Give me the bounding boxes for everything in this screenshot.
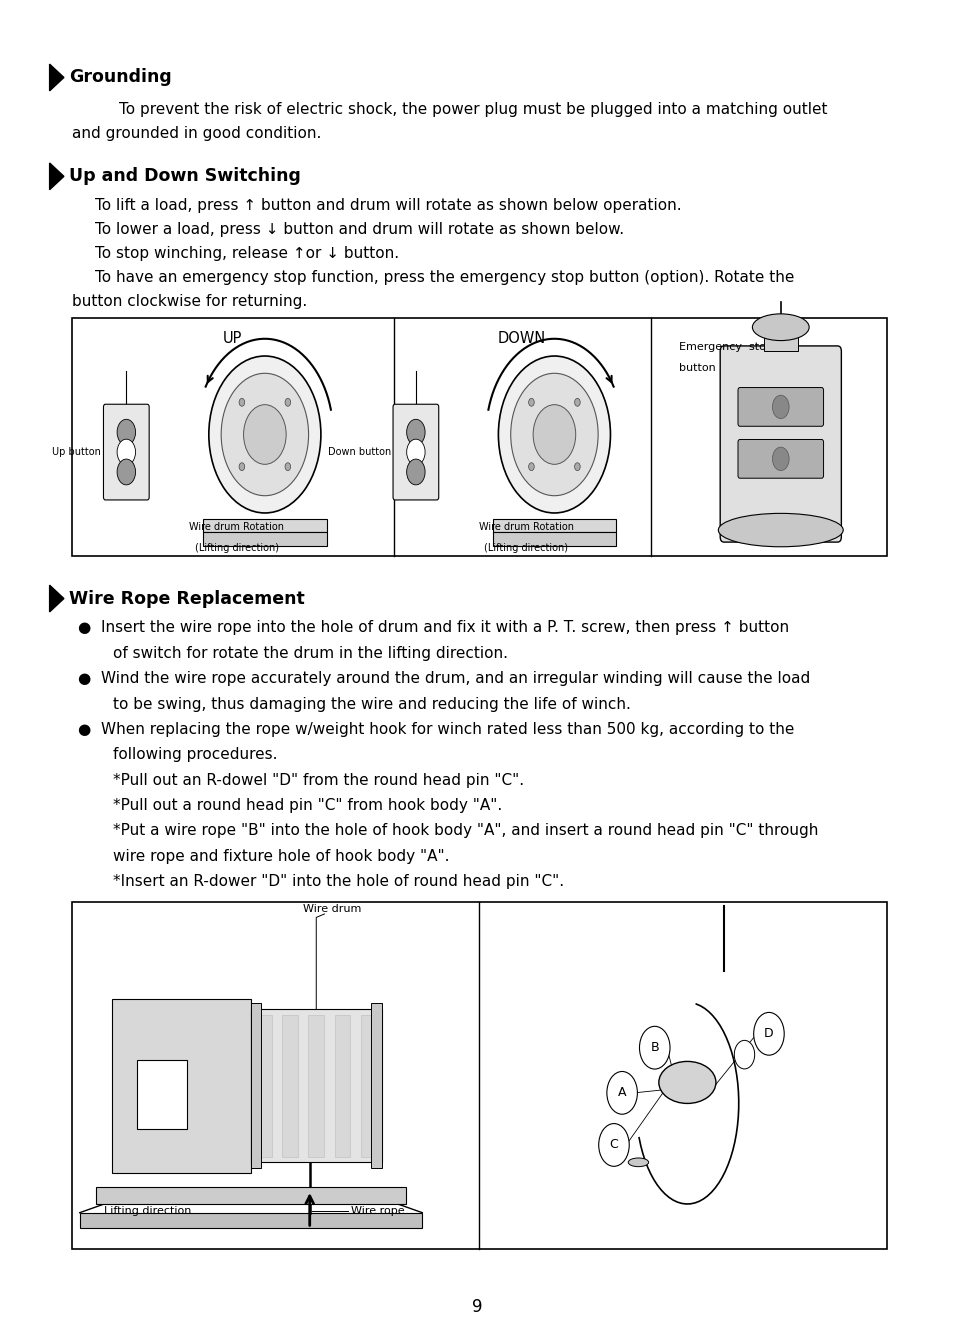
Text: button clockwise for returning.: button clockwise for returning. xyxy=(71,294,307,310)
Circle shape xyxy=(117,440,135,465)
Bar xyxy=(493,532,616,546)
FancyBboxPatch shape xyxy=(738,440,822,478)
Ellipse shape xyxy=(628,1158,648,1166)
Circle shape xyxy=(533,405,575,465)
Text: C: C xyxy=(609,1138,618,1152)
FancyBboxPatch shape xyxy=(720,346,841,542)
Circle shape xyxy=(753,1013,783,1055)
Text: Down button: Down button xyxy=(327,448,391,457)
Bar xyxy=(251,1003,261,1169)
Text: *Put a wire rope "B" into the hole of hook body "A", and insert a round head pin: *Put a wire rope "B" into the hole of ho… xyxy=(112,823,817,839)
Text: Wire drum Rotation: Wire drum Rotation xyxy=(478,522,574,532)
Circle shape xyxy=(117,460,135,485)
Circle shape xyxy=(285,398,291,406)
FancyBboxPatch shape xyxy=(393,405,438,500)
Text: To have an emergency stop function, press the emergency stop button (option). Ro: To have an emergency stop function, pres… xyxy=(95,270,794,286)
Text: *Insert an R-dower "D" into the hole of round head pin "C".: *Insert an R-dower "D" into the hole of … xyxy=(112,874,563,890)
FancyBboxPatch shape xyxy=(738,387,822,426)
Circle shape xyxy=(285,462,291,470)
Circle shape xyxy=(209,355,320,513)
Circle shape xyxy=(406,420,425,445)
Text: 9: 9 xyxy=(471,1297,482,1316)
Text: button: button xyxy=(679,363,715,373)
Circle shape xyxy=(243,405,286,465)
Circle shape xyxy=(772,448,788,470)
Bar xyxy=(112,999,251,1173)
Polygon shape xyxy=(50,163,64,190)
Circle shape xyxy=(406,460,425,485)
Text: B: B xyxy=(650,1041,659,1054)
Bar xyxy=(493,518,616,532)
Circle shape xyxy=(117,420,135,445)
Bar xyxy=(251,1010,381,1162)
Circle shape xyxy=(598,1124,629,1166)
Circle shape xyxy=(221,373,308,496)
Text: ●  Insert the wire rope into the hole of drum and fix it with a P. T. screw, the: ● Insert the wire rope into the hole of … xyxy=(78,620,788,636)
Bar xyxy=(282,1015,297,1157)
Circle shape xyxy=(639,1026,669,1069)
Bar xyxy=(203,532,326,546)
Circle shape xyxy=(528,398,534,406)
Ellipse shape xyxy=(752,314,808,341)
Polygon shape xyxy=(50,64,64,91)
Circle shape xyxy=(497,355,610,513)
Text: Grounding: Grounding xyxy=(69,68,172,87)
Bar xyxy=(137,1059,187,1129)
Text: Lifting direction: Lifting direction xyxy=(104,1206,192,1216)
Bar xyxy=(256,1015,272,1157)
Text: To stop winching, release ↑or ↓ button.: To stop winching, release ↑or ↓ button. xyxy=(95,246,399,262)
Text: Up button: Up button xyxy=(52,448,101,457)
Text: of switch for rotate the drum in the lifting direction.: of switch for rotate the drum in the lif… xyxy=(112,645,507,661)
Text: Wire Rope Replacement: Wire Rope Replacement xyxy=(69,589,304,608)
Text: *Pull out a round head pin "C" from hook body "A".: *Pull out a round head pin "C" from hook… xyxy=(112,798,501,814)
Text: To lower a load, press ↓ button and drum will rotate as shown below.: To lower a load, press ↓ button and drum… xyxy=(95,222,624,238)
Bar xyxy=(308,1015,324,1157)
Circle shape xyxy=(528,462,534,470)
Circle shape xyxy=(574,398,579,406)
Ellipse shape xyxy=(718,513,842,546)
Text: wire rope and fixture hole of hook body "A".: wire rope and fixture hole of hook body … xyxy=(112,848,449,864)
Text: A: A xyxy=(618,1086,626,1100)
Text: Up and Down Switching: Up and Down Switching xyxy=(69,167,300,186)
Circle shape xyxy=(574,462,579,470)
Text: (Lifting direction): (Lifting direction) xyxy=(484,544,568,553)
Bar xyxy=(203,518,326,532)
Circle shape xyxy=(606,1071,637,1114)
Text: *Pull out an R-dowel "D" from the round head pin "C".: *Pull out an R-dowel "D" from the round … xyxy=(112,772,523,788)
Text: ●  When replacing the rope w/weight hook for winch rated less than 500 kg, accor: ● When replacing the rope w/weight hook … xyxy=(78,721,794,737)
Circle shape xyxy=(772,395,788,418)
Text: and grounded in good condition.: and grounded in good condition. xyxy=(71,126,320,142)
Text: UP: UP xyxy=(223,331,242,346)
Bar xyxy=(763,327,797,351)
Bar xyxy=(71,318,886,556)
Text: Wire rope: Wire rope xyxy=(350,1206,404,1216)
Text: DOWN: DOWN xyxy=(497,331,546,346)
FancyBboxPatch shape xyxy=(103,405,149,500)
Text: (Lifting direction): (Lifting direction) xyxy=(194,544,278,553)
Text: Emergency  stop: Emergency stop xyxy=(679,342,772,351)
Bar xyxy=(335,1015,350,1157)
Bar xyxy=(360,1015,375,1157)
Ellipse shape xyxy=(659,1061,715,1104)
Text: ●  Wind the wire rope accurately around the drum, and an irregular winding will : ● Wind the wire rope accurately around t… xyxy=(78,671,810,687)
Text: Wire drum Rotation: Wire drum Rotation xyxy=(189,522,284,532)
Text: To prevent the risk of electric shock, the power plug must be plugged into a mat: To prevent the risk of electric shock, t… xyxy=(119,102,827,118)
Circle shape xyxy=(510,373,598,496)
Bar xyxy=(371,1003,381,1169)
Text: following procedures.: following procedures. xyxy=(112,747,276,763)
Circle shape xyxy=(239,462,244,470)
Circle shape xyxy=(406,440,425,465)
Circle shape xyxy=(239,398,244,406)
Circle shape xyxy=(734,1041,754,1069)
Text: To lift a load, press ↑ button and drum will rotate as shown below operation.: To lift a load, press ↑ button and drum … xyxy=(95,198,681,214)
Bar xyxy=(96,1186,406,1204)
Bar xyxy=(71,902,886,1249)
Text: Wire drum: Wire drum xyxy=(303,904,361,914)
Bar xyxy=(80,1213,422,1228)
Text: D: D xyxy=(763,1027,773,1041)
Polygon shape xyxy=(50,585,64,612)
Text: to be swing, thus damaging the wire and reducing the life of winch.: to be swing, thus damaging the wire and … xyxy=(112,696,630,712)
